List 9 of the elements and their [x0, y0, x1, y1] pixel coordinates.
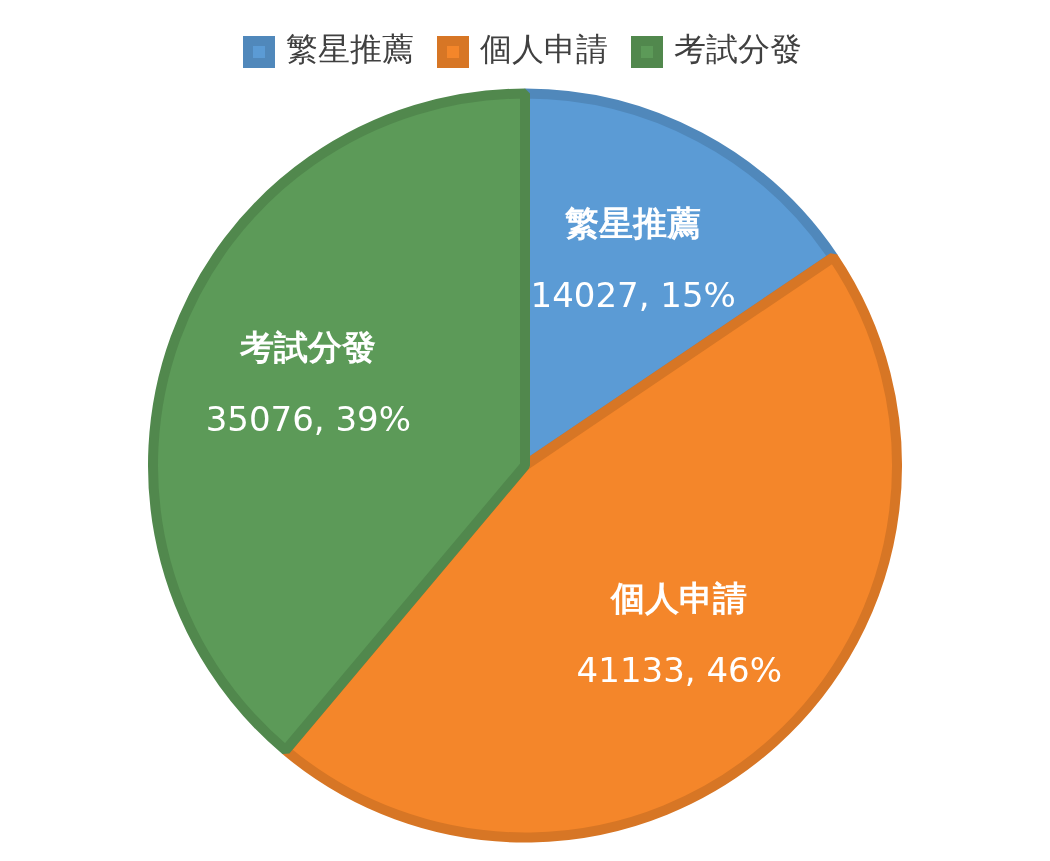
- slice-label: 繁星推薦: [564, 202, 702, 243]
- legend-label: 考試分發: [674, 30, 802, 69]
- data-label: 35076, 39%: [205, 399, 411, 440]
- data-label: 14027, 15%: [530, 274, 736, 315]
- data-label: 41133, 46%: [576, 649, 782, 690]
- legend-label: 繁星推薦: [286, 30, 414, 69]
- slice-label: 個人申請: [610, 577, 748, 618]
- legend-label: 個人申請: [480, 30, 608, 69]
- slice-label: 考試分發: [239, 327, 377, 368]
